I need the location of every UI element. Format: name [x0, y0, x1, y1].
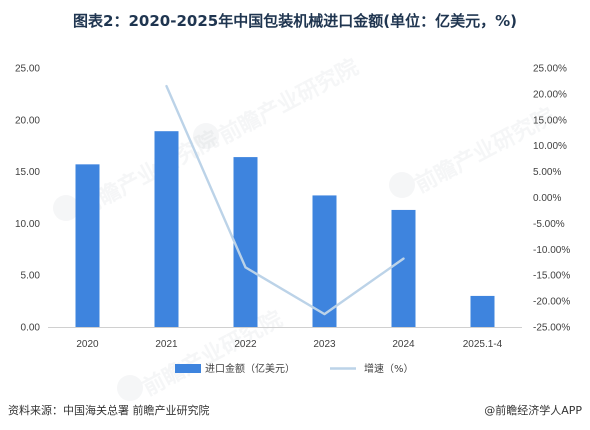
- bar: [154, 131, 179, 327]
- left-y-tick-label: 5.00: [21, 271, 41, 282]
- chart-title: 图表2：2020-2025年中国包装机械进口金额(单位：亿美元，%): [73, 12, 517, 30]
- x-axis-category-label: 2021: [155, 339, 178, 350]
- right-y-tick-label: 20.00%: [533, 89, 567, 100]
- left-y-tick-label: 10.00: [15, 219, 40, 230]
- bar: [391, 209, 416, 327]
- legend-bar-swatch: [175, 364, 201, 373]
- left-y-tick-label: 20.00: [15, 115, 40, 126]
- x-axis-categories: 2020 2021 2022 2023 2024 2025.1-4: [76, 339, 502, 350]
- right-y-axis-ticks: -25.00% -20.00% -15.00% -10.00% -5.00% 0.00% 5…: [533, 64, 570, 334]
- left-y-tick-label: 0.00: [21, 323, 41, 334]
- x-axis-category-label: 2022: [234, 339, 257, 350]
- bar: [233, 157, 258, 327]
- source-note: 资料来源：中国海关总署 前瞻产业研究院: [8, 403, 210, 417]
- x-axis-category-label: 2020: [76, 339, 99, 350]
- right-y-tick-label: -10.00%: [533, 245, 570, 256]
- bar: [312, 195, 337, 327]
- bar: [75, 164, 100, 327]
- right-y-tick-label: -20.00%: [533, 297, 570, 308]
- right-y-tick-label: 0.00%: [533, 193, 561, 204]
- legend-bar-label: 进口金额（亿美元）: [205, 362, 295, 375]
- x-axis-category-label: 2023: [313, 339, 336, 350]
- x-axis-category-label: 2024: [392, 339, 415, 350]
- svg-text:前瞻产业研究院: 前瞻产业研究院: [215, 54, 363, 149]
- left-y-tick-label: 25.00: [15, 64, 40, 75]
- right-y-tick-label: -5.00%: [533, 219, 565, 230]
- bar-series: [75, 131, 495, 327]
- right-y-tick-label: -25.00%: [533, 323, 570, 334]
- right-y-tick-label: 5.00%: [533, 167, 561, 178]
- left-y-tick-label: 15.00: [15, 167, 40, 178]
- growth-rate-line: [165, 84, 405, 316]
- right-y-tick-label: 25.00%: [533, 64, 567, 75]
- bar: [470, 295, 495, 327]
- legend: 进口金额（亿美元） 增速（%）: [175, 362, 414, 375]
- left-y-axis-ticks: 0.00 5.00 10.00 15.00 20.00 25.00: [15, 64, 40, 334]
- right-y-tick-label: -15.00%: [533, 271, 570, 282]
- credit-label: @前瞻经济学人APP: [484, 403, 582, 417]
- right-y-tick-label: 10.00%: [533, 141, 567, 152]
- legend-line-label: 增速（%）: [364, 362, 414, 375]
- x-axis-category-label: 2025.1-4: [463, 339, 503, 350]
- right-y-tick-label: 15.00%: [533, 115, 567, 126]
